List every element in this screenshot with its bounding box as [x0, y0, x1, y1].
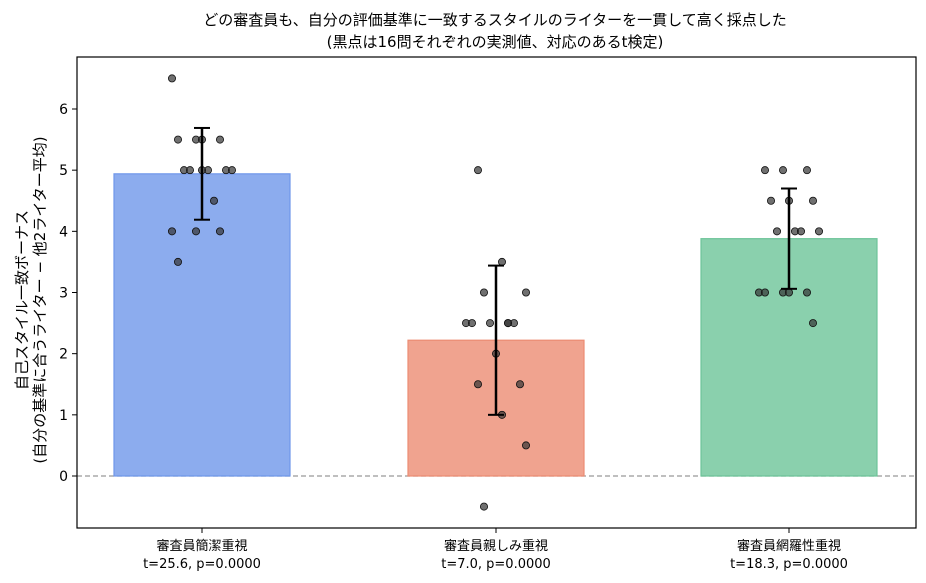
- x-tick-stat-label: t=25.6, p=0.0000: [143, 557, 261, 572]
- data-point: [215, 227, 224, 236]
- data-point: [767, 196, 776, 205]
- data-point: [815, 227, 824, 236]
- bar: [113, 173, 291, 477]
- x-tick-label: 審査員網羅性重視: [737, 538, 841, 554]
- data-point: [167, 227, 176, 236]
- data-point: [473, 380, 482, 389]
- x-tick-label: 審査員親しみ重視: [444, 538, 548, 554]
- data-point: [227, 166, 236, 175]
- data-point: [779, 166, 788, 175]
- data-point: [173, 135, 182, 144]
- y-tick-label: 6: [59, 102, 68, 118]
- y-tick-label: 1: [59, 408, 68, 424]
- data-point: [215, 135, 224, 144]
- data-point: [522, 288, 531, 297]
- plot-area: 審査員簡潔重視 t=25.6, p=0.0000 審査員親しみ重視 t=7.0, p=…: [59, 56, 917, 572]
- y-tick-label: 0: [59, 469, 68, 485]
- x-tick-stat-label: t=18.3, p=0.0000: [730, 557, 848, 572]
- x-tick-stat-label: t=7.0, p=0.0000: [441, 557, 551, 572]
- data-point: [479, 288, 488, 297]
- data-point: [167, 74, 176, 83]
- y-tick-label: 5: [59, 163, 68, 179]
- data-point: [485, 319, 494, 328]
- data-point: [522, 441, 531, 450]
- data-point: [785, 288, 794, 297]
- data-point: [803, 166, 812, 175]
- plot-frame: [76, 56, 917, 529]
- data-point: [809, 196, 818, 205]
- data-point: [173, 257, 182, 266]
- data-point: [773, 227, 782, 236]
- data-point: [761, 166, 770, 175]
- data-point: [803, 288, 812, 297]
- data-point: [479, 502, 488, 511]
- y-tick-label: 2: [59, 347, 68, 363]
- data-point: [497, 257, 506, 266]
- data-point: [516, 380, 525, 389]
- data-point: [467, 319, 476, 328]
- y-axis-label: 自己スタイル一致ボーナス (自分の基準に合うライター − 他2ライター平均): [13, 136, 49, 463]
- data-point: [473, 166, 482, 175]
- y-tick-label: 3: [59, 286, 68, 302]
- data-point: [209, 196, 218, 205]
- data-point: [809, 319, 818, 328]
- y-axis-label-line1: 自己スタイル一致ボーナス: [13, 210, 31, 390]
- chart-subtitle: (黒点は16問それぞれの実測値、対応のあるt検定): [327, 33, 664, 51]
- x-tick-label: 審査員簡潔重視: [156, 538, 247, 554]
- data-point: [191, 227, 200, 236]
- data-point: [503, 319, 512, 328]
- chart-title: どの審査員も、自分の評価基準に一致するスタイルのライターを一貫して高く採点した: [203, 11, 787, 29]
- y-tick-label: 4: [59, 224, 68, 240]
- data-point: [797, 227, 806, 236]
- data-point: [761, 288, 770, 297]
- data-point: [185, 166, 194, 175]
- y-axis-label-line2: (自分の基準に合うライター − 他2ライター平均): [31, 136, 49, 463]
